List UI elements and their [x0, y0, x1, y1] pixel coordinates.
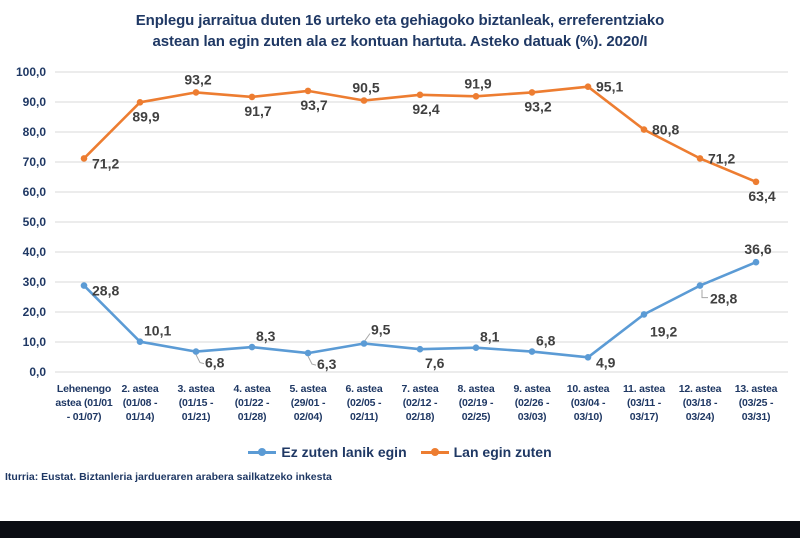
data-point-lan-egin-zuten: [304, 87, 312, 95]
data-point-ez-zuten-lanik-egin: [80, 282, 88, 289]
data-label-lan-egin-zuten: 93,2: [524, 98, 551, 114]
data-label-ez-zuten-lanik-egin: 9,5: [371, 322, 391, 338]
label-leader-line: [195, 354, 205, 365]
series-line-ez-zuten-lanik-egin: [82, 260, 758, 359]
data-label-lan-egin-zuten: 93,2: [184, 71, 211, 87]
data-label-ez-zuten-lanik-egin: 6,8: [205, 355, 225, 371]
data-label-ez-zuten-lanik-egin: 28,8: [710, 291, 737, 307]
data-point-ez-zuten-lanik-egin: [752, 258, 760, 266]
y-tick-label: 70,0: [23, 155, 47, 169]
x-tick-label: 9. astea (02/26 -03/03): [514, 383, 551, 423]
x-tick-label: 10. astea (03/04 -03/10): [567, 383, 610, 423]
data-label-ez-zuten-lanik-egin: 10,1: [144, 323, 171, 339]
legend: Ez zuten lanik egin Lan egin zuten: [0, 444, 800, 460]
data-point-ez-zuten-lanik-egin: [584, 354, 592, 361]
data-point-lan-egin-zuten: [192, 89, 200, 96]
data-label-ez-zuten-lanik-egin: 19,2: [650, 323, 677, 339]
x-tick-label: 4. astea (01/22 -01/28): [234, 383, 271, 423]
chart-title-line1: Enplegu jarraitua duten 16 urteko eta ge…: [135, 12, 665, 29]
data-point-ez-zuten-lanik-egin: [416, 345, 424, 353]
legend-marker-blue-icon: [248, 448, 277, 456]
data-label-lan-egin-zuten: 91,9: [464, 75, 491, 91]
data-label-ez-zuten-lanik-egin: 36,6: [744, 241, 771, 257]
x-tick-label: 6. astea (02/05 -02/11): [346, 383, 383, 423]
data-point-lan-egin-zuten: [416, 91, 424, 99]
data-label-ez-zuten-lanik-egin: 7,6: [425, 355, 445, 371]
x-tick-label: 13. astea (03/25 -03/31): [735, 383, 778, 423]
data-point-ez-zuten-lanik-egin: [136, 338, 144, 346]
data-point-lan-egin-zuten: [472, 93, 480, 100]
data-point-ez-zuten-lanik-egin: [528, 348, 536, 355]
bottom-bar: [0, 521, 800, 538]
data-point-lan-egin-zuten: [136, 99, 144, 106]
data-point-ez-zuten-lanik-egin: [360, 340, 368, 347]
data-label-ez-zuten-lanik-egin: 8,1: [480, 329, 500, 345]
data-label-lan-egin-zuten: 93,7: [300, 97, 327, 113]
data-label-lan-egin-zuten: 80,8: [652, 122, 679, 138]
data-label-ez-zuten-lanik-egin: 28,8: [92, 283, 119, 299]
y-tick-label: 80,0: [23, 125, 47, 139]
x-tick-label: 12. astea (03/18 -03/24): [679, 383, 722, 423]
data-point-lan-egin-zuten: [584, 83, 592, 90]
data-label-lan-egin-zuten: 71,2: [708, 150, 735, 166]
y-tick-label: 50,0: [23, 215, 47, 229]
x-tick-label: Lehenengo astea (01/01- 01/07): [55, 383, 113, 423]
data-point-ez-zuten-lanik-egin: [640, 311, 648, 318]
y-tick-label: 60,0: [23, 185, 47, 199]
data-point-ez-zuten-lanik-egin: [248, 343, 256, 351]
data-label-ez-zuten-lanik-egin: 6,3: [317, 356, 337, 372]
x-tick-label: 2. astea (01/08 -01/14): [122, 383, 159, 423]
data-label-ez-zuten-lanik-egin: 6,8: [536, 333, 556, 349]
label-leader-line: [307, 355, 317, 366]
data-label-lan-egin-zuten: 90,5: [352, 80, 379, 96]
y-tick-label: 10,0: [23, 335, 47, 349]
label-leader-line: [364, 333, 371, 341]
chart-title-line2: astean lan egin zuten ala ez kontuan har…: [152, 33, 648, 50]
data-label-lan-egin-zuten: 92,4: [412, 101, 439, 117]
data-point-lan-egin-zuten: [640, 126, 648, 133]
legend-label-lan-egin-zuten: Lan egin zuten: [453, 444, 552, 460]
data-point-ez-zuten-lanik-egin: [472, 344, 480, 352]
data-point-lan-egin-zuten: [752, 178, 760, 186]
data-label-ez-zuten-lanik-egin: 8,3: [256, 328, 276, 344]
data-label-lan-egin-zuten: 95,1: [596, 79, 623, 95]
y-tick-label: 100,0: [16, 65, 46, 79]
data-point-lan-egin-zuten: [80, 155, 88, 162]
y-tick-label: 30,0: [23, 275, 47, 289]
x-tick-label: 3. astea (01/15 -01/21): [178, 383, 215, 423]
data-point-lan-egin-zuten: [528, 89, 536, 96]
label-leader-line: [701, 289, 708, 299]
data-point-ez-zuten-lanik-egin: [192, 348, 200, 355]
data-label-lan-egin-zuten: 63,4: [748, 188, 775, 204]
legend-label-ez-zuten-lanik-egin: Ez zuten lanik egin: [281, 444, 407, 460]
data-label-lan-egin-zuten: 91,7: [244, 103, 271, 119]
data-point-lan-egin-zuten: [360, 97, 368, 104]
legend-item-ez-zuten-lanik-egin: Ez zuten lanik egin: [248, 444, 407, 460]
data-label-ez-zuten-lanik-egin: 4,9: [596, 354, 616, 370]
data-point-ez-zuten-lanik-egin: [696, 282, 704, 289]
data-point-lan-egin-zuten: [248, 93, 256, 101]
legend-item-lan-egin-zuten: Lan egin zuten: [420, 444, 552, 460]
x-tick-label: 8. astea (02/19 -02/25): [458, 383, 495, 423]
source-note: Iturria: Eustat. Biztanleria jardueraren…: [5, 471, 332, 483]
data-label-lan-egin-zuten: 71,2: [92, 155, 119, 171]
line-chart: 0,0 10,0 20,0 30,0 40,0 50,0 60,0 70,0 80,0 90,0 1…: [16, 65, 788, 423]
x-tick-label: 7. astea (02/12 -02/18): [402, 383, 439, 423]
y-tick-label: 0,0: [29, 365, 46, 379]
y-tick-label: 90,0: [23, 95, 47, 109]
legend-marker-orange-icon: [420, 448, 449, 456]
data-label-lan-egin-zuten: 89,9: [132, 108, 159, 124]
y-tick-label: 20,0: [23, 305, 47, 319]
x-tick-label: 5. astea (29/01 -02/04): [290, 383, 327, 423]
y-tick-label: 40,0: [23, 245, 47, 259]
data-point-lan-egin-zuten: [696, 155, 704, 162]
data-point-ez-zuten-lanik-egin: [304, 349, 312, 357]
chart-title: Enplegu jarraitua duten 16 urteko eta ge…: [0, 10, 800, 52]
x-tick-label: 11. astea (03/11 -03/17): [623, 383, 665, 423]
